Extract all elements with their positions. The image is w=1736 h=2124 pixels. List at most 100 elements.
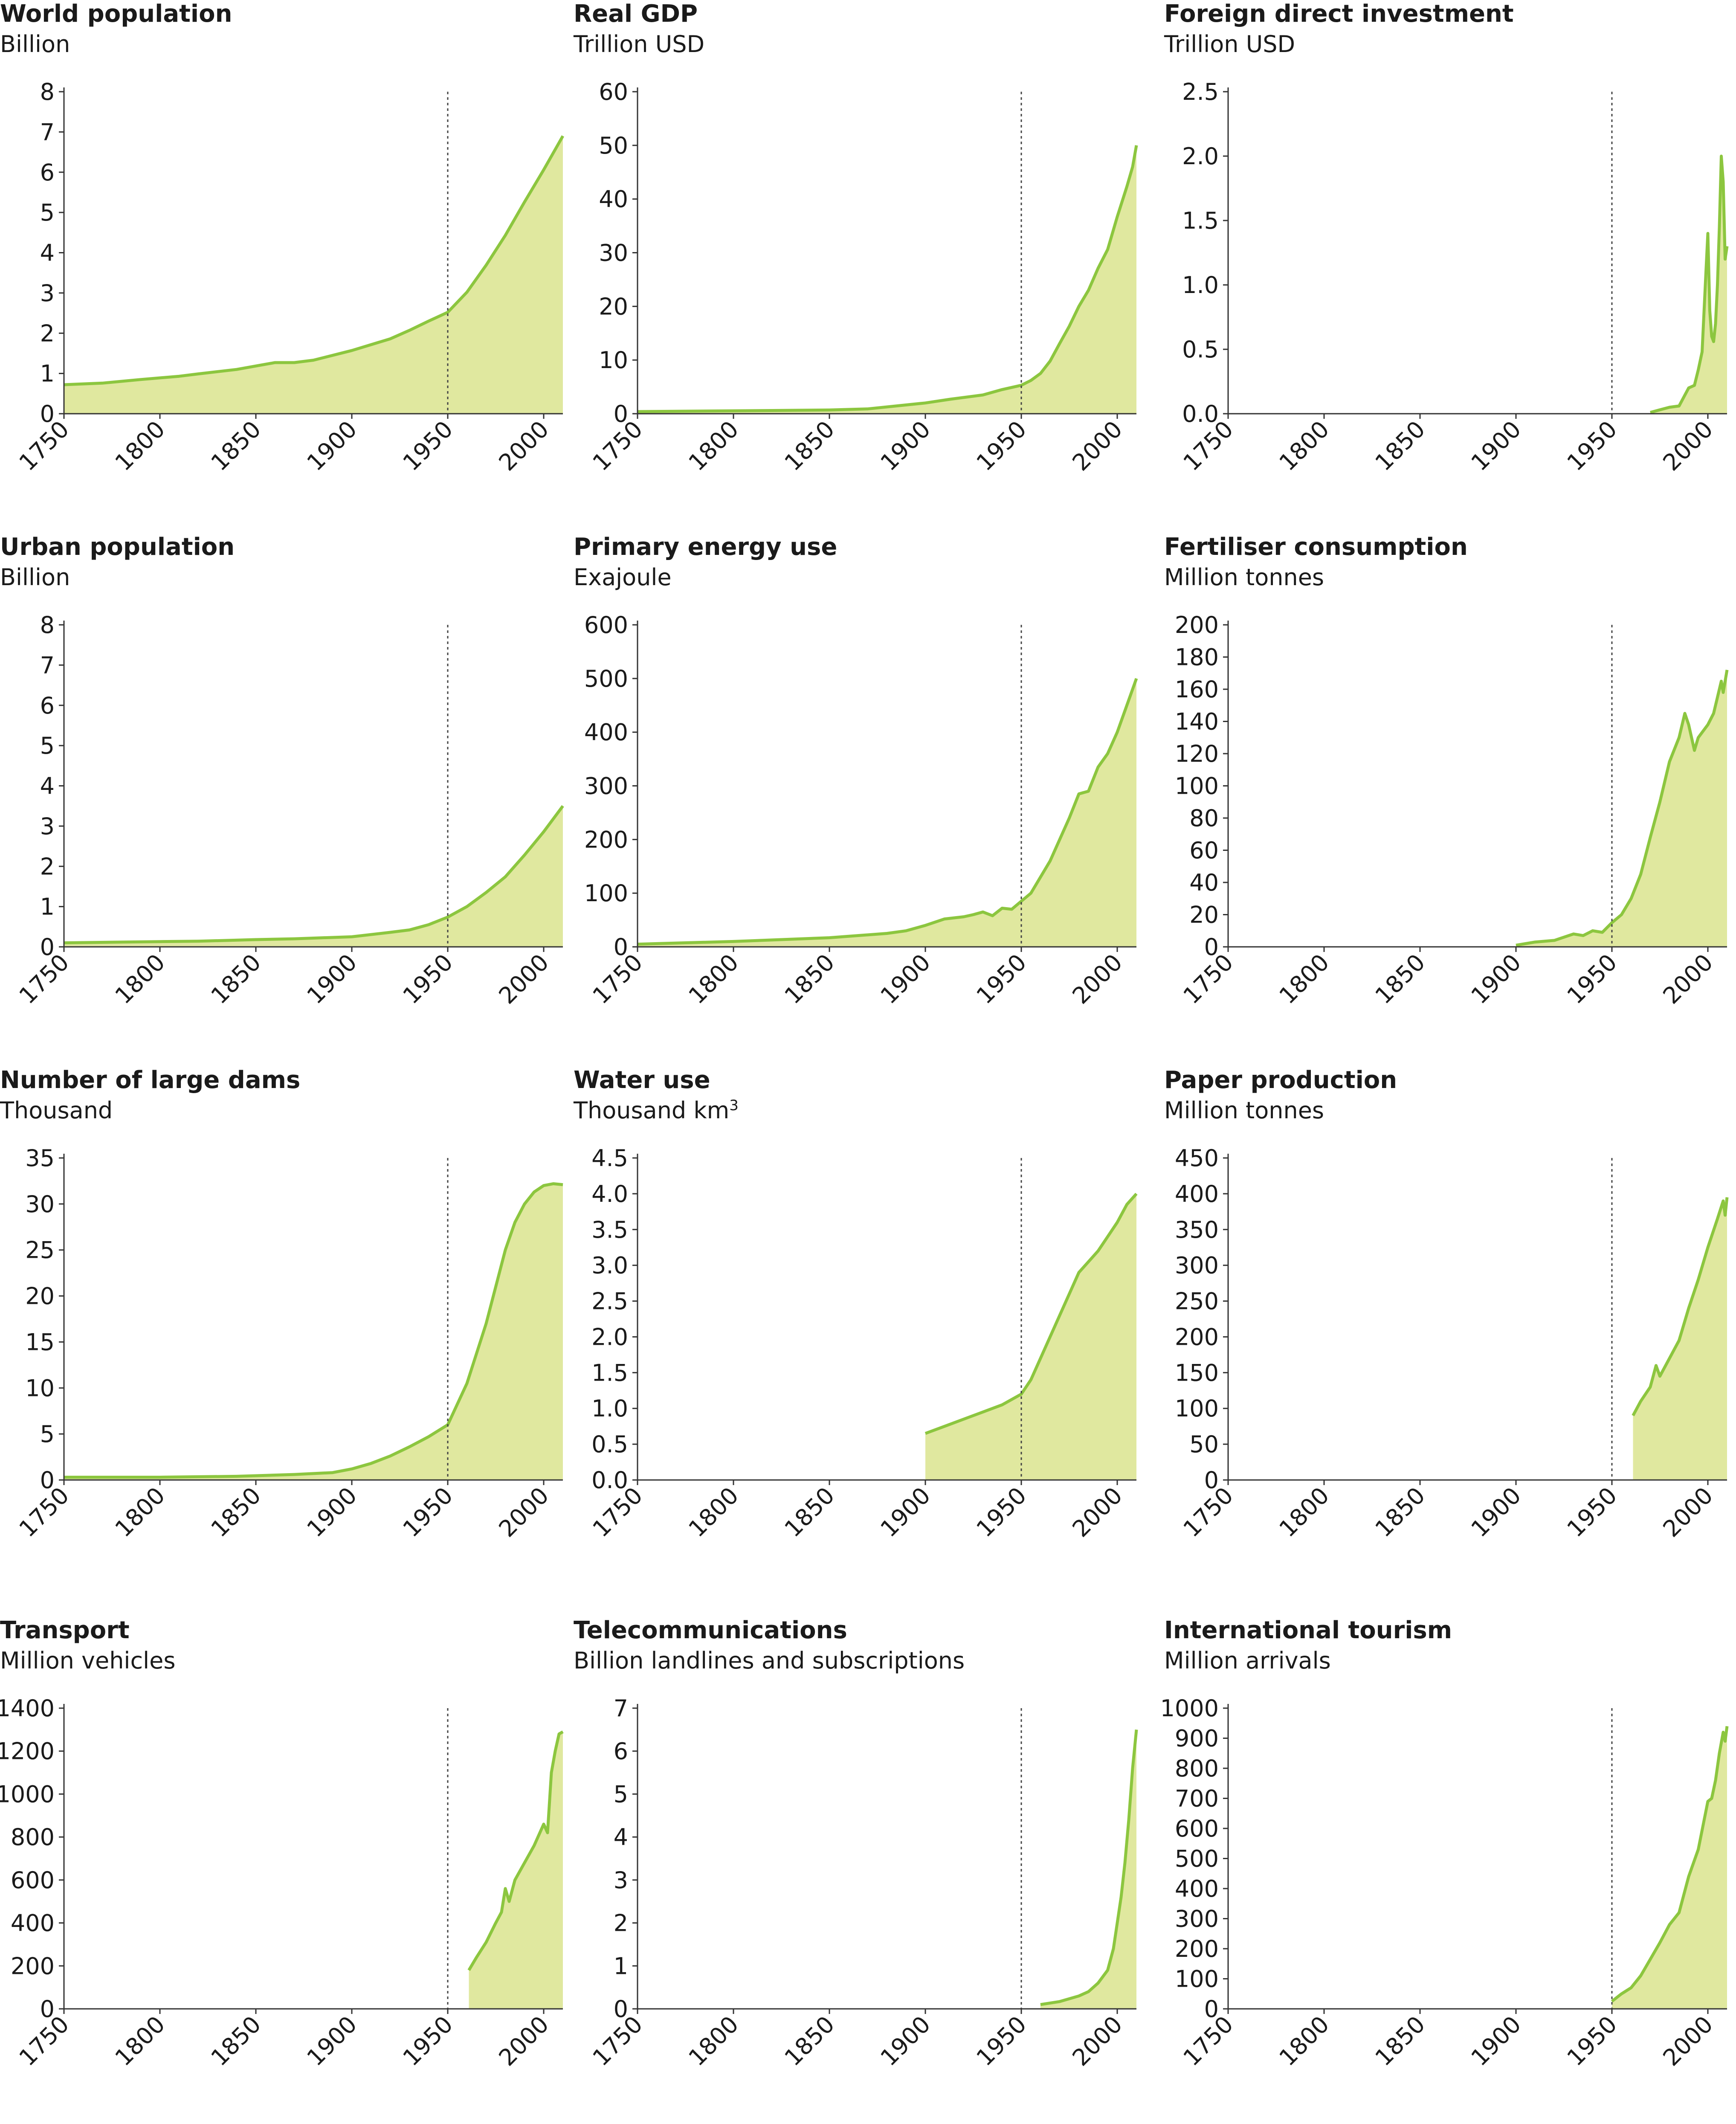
y-tick-label: 5: [614, 1781, 628, 1808]
x-tick-label: 2000: [493, 949, 554, 1010]
y-tick-label: 15: [25, 1329, 55, 1355]
series-area: [638, 678, 1136, 947]
y-tick-label: 1000: [1160, 1695, 1219, 1722]
x-tick-label: 1900: [1466, 2011, 1526, 2072]
x-tick-label: 2000: [1067, 2011, 1127, 2072]
y-tick-label: 200: [1175, 612, 1219, 638]
x-tick-label: 1900: [875, 2011, 936, 2072]
y-tick-label: 20: [599, 293, 628, 320]
y-tick-label: 6: [40, 159, 55, 186]
series-line: [637, 145, 1138, 413]
chart-title: Real GDP: [574, 0, 698, 28]
y-tick-label: 500: [584, 665, 628, 692]
y-tick-label: 1.0: [1182, 272, 1219, 299]
chart-panel-international-tourism: International tourism Million arrivals 0…: [1160, 1616, 1736, 2124]
y-tick-label: 80: [1189, 805, 1219, 832]
y-tick-label: 1.5: [1182, 207, 1219, 234]
y-tick-label: 0: [40, 400, 55, 427]
y-tick-label: 600: [584, 612, 628, 638]
y-tick-label: 0: [614, 934, 628, 960]
y-tick-label: 30: [599, 240, 628, 267]
x-tick-label: 1900: [875, 416, 936, 476]
x-tick-label: 2000: [1067, 1482, 1127, 1543]
series-line: [925, 1193, 1138, 1435]
chart-title: World population: [0, 0, 232, 28]
y-tick-label: 1: [40, 360, 55, 387]
y-tick-label: 4: [614, 1824, 628, 1851]
chart-title: Paper production: [1164, 1066, 1397, 1094]
x-tick-label: 1950: [1562, 2011, 1622, 2072]
x-tick-label: 1850: [206, 949, 266, 1010]
y-tick-label: 2: [40, 853, 55, 880]
y-tick-label: 60: [599, 78, 628, 105]
chart-unit: Billion: [0, 564, 70, 591]
x-tick-label: 1800: [683, 949, 744, 1010]
chart-unit: Trillion USD: [574, 31, 705, 58]
y-tick-label: 10: [599, 347, 628, 374]
x-tick-label: 1800: [1274, 416, 1334, 476]
y-tick-label: 100: [1175, 1395, 1219, 1422]
chart-unit: Million tonnes: [1164, 1097, 1324, 1124]
y-tick-label: 160: [1175, 676, 1219, 703]
y-tick-label: 40: [599, 186, 628, 213]
chart-unit: Million arrivals: [1164, 1647, 1331, 1674]
x-tick-label: 2000: [1658, 1482, 1718, 1543]
y-tick-label: 500: [1175, 1845, 1219, 1872]
x-tick-label: 1850: [779, 416, 840, 476]
y-tick-label: 3: [614, 1867, 628, 1894]
y-tick-label: 100: [1175, 1966, 1219, 1993]
series-area: [1040, 1729, 1136, 2009]
chart-title: Telecommunications: [574, 1616, 847, 1644]
y-tick-label: 1.5: [591, 1359, 628, 1386]
y-tick-label: 2: [40, 320, 55, 347]
x-tick-label: 1900: [301, 949, 362, 1010]
chart-title: Fertiliser consumption: [1164, 533, 1468, 561]
y-tick-label: 0: [40, 1996, 55, 2022]
y-tick-label: 120: [1175, 740, 1219, 767]
chart-unit: Million vehicles: [0, 1647, 176, 1674]
series-line: [1632, 1197, 1729, 1416]
series-area: [1650, 156, 1727, 414]
x-tick-label: 1900: [1466, 416, 1526, 476]
y-tick-label: 0: [1204, 1996, 1219, 2022]
y-tick-label: 700: [1175, 1785, 1219, 1812]
y-tick-label: 0: [40, 934, 55, 960]
series-area: [469, 1732, 563, 2009]
x-tick-label: 1800: [683, 416, 744, 476]
chart-unit-text: Thousand km: [574, 1097, 730, 1124]
y-tick-label: 1000: [0, 1781, 55, 1808]
x-tick-label: 2000: [493, 2011, 554, 2072]
y-tick-label: 450: [1175, 1145, 1219, 1172]
series-line: [64, 135, 565, 386]
x-tick-label: 1900: [1466, 1482, 1526, 1543]
y-tick-label: 300: [1175, 1906, 1219, 1932]
y-tick-label: 2.5: [591, 1288, 628, 1315]
chart-panel-large-dams: Number of large dams Thousand 0 5 10 15 20 25…: [0, 1066, 571, 1595]
x-tick-label: 1950: [397, 416, 458, 476]
y-tick-label: 0: [1204, 1467, 1219, 1494]
y-tick-label: 10: [25, 1375, 55, 1401]
x-tick-label: 1900: [301, 2011, 362, 2072]
y-tick-label: 3: [40, 280, 55, 307]
x-tick-label: 1800: [683, 2011, 744, 2072]
y-tick-label: 7: [614, 1695, 628, 1722]
y-tick-label: 1: [614, 1953, 628, 1979]
y-tick-label: 20: [25, 1283, 55, 1310]
x-tick-label: 2000: [493, 416, 554, 476]
y-tick-label: 0: [1204, 934, 1219, 960]
y-tick-label: 140: [1175, 708, 1219, 735]
y-tick-label: 1.0: [591, 1395, 628, 1422]
x-tick-label: 1900: [875, 949, 936, 1010]
x-tick-label: 1950: [971, 949, 1032, 1010]
chart-panel-world-population: World population Billion 0 1 2 3 4 5 6 7 8 1750 18…: [0, 0, 571, 529]
y-tick-label: 60: [1189, 837, 1219, 864]
x-tick-label: 1800: [1274, 2011, 1334, 2072]
y-tick-label: 3.5: [591, 1216, 628, 1243]
